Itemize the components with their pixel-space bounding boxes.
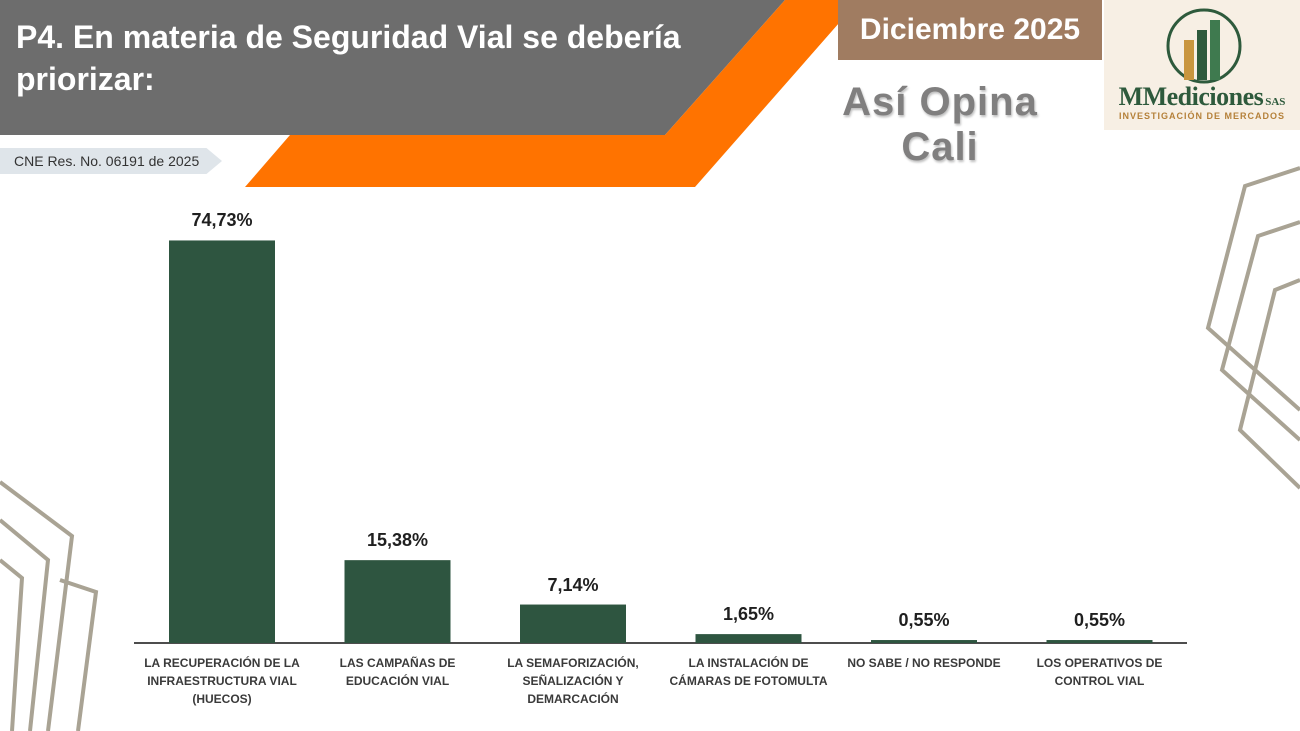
bar-2 [344, 560, 451, 643]
category-label-2: LAS CAMPAÑAS DE EDUCACIÓN VIAL [339, 656, 456, 688]
value-label-2: 15,38% [366, 530, 429, 551]
value-label-3: 7,14% [547, 574, 599, 595]
logo-tagline: INVESTIGACIÓN DE MERCADOS [1118, 111, 1285, 121]
header-gray-band [0, 0, 785, 135]
bar-5 [871, 640, 977, 643]
bar-chart-logo-icon [1166, 8, 1242, 84]
bar-6 [1046, 640, 1153, 643]
logo-name-text: MMediciones [1118, 82, 1264, 111]
survey-subtitle: Así Opina Cali [842, 80, 1038, 169]
hexagon-lines-right [1205, 166, 1300, 490]
category-label-5: NO SABE / NO RESPONDE [847, 656, 1001, 670]
bar-4 [695, 634, 802, 643]
company-logo: MMediciones SAS INVESTIGACIÓN DE MERCADOS [1104, 0, 1300, 130]
value-label-1: 74,73% [191, 210, 253, 231]
cne-resolution-text: CNE Res. No. 06191 de 2025 [14, 153, 200, 169]
category-label-4: LA INSTALACIÓN DE CÁMARAS DE FOTOMULTA [669, 656, 828, 688]
value-label-5: 0,55% [898, 610, 950, 631]
logo-suffix: SAS [1265, 96, 1286, 108]
period-badge: Diciembre 2025 [838, 0, 1102, 60]
question-title: P4. En materia de Seguridad Vial se debe… [16, 19, 681, 97]
category-label-3: LA SEMAFORIZACIÓN, SEÑALIZACIÓN Y DEMARC… [507, 656, 639, 706]
cne-resolution-tag: CNE Res. No. 06191 de 2025 [0, 148, 222, 174]
hexagon-lines-left [0, 480, 99, 731]
header-orange-band [245, 0, 840, 187]
bar-3 [520, 604, 626, 643]
logo-name: MMediciones SAS [1104, 82, 1300, 112]
category-label-6: LOS OPERATIVOS DE CONTROL VIAL [1036, 656, 1163, 688]
category-label-1: LA RECUPERACIÓN DE LA INFRAESTRUCTURA VI… [144, 656, 300, 706]
bar-1 [169, 240, 275, 643]
value-label-4: 1,65% [722, 604, 775, 625]
value-label-6: 0,55% [1073, 610, 1126, 631]
